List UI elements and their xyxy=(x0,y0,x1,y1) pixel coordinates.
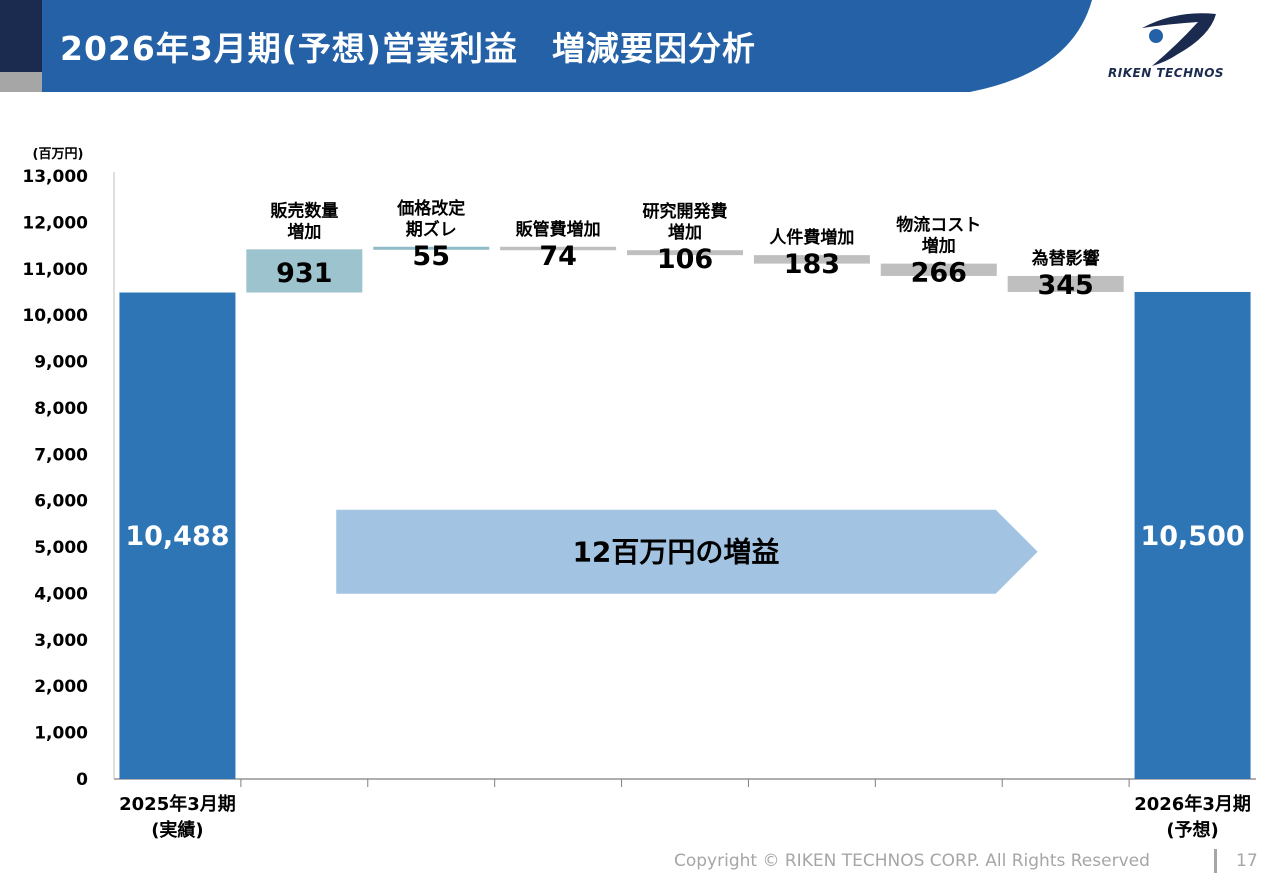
y-tick-label: 4,000 xyxy=(34,584,88,604)
y-tick-label: 8,000 xyxy=(34,399,88,419)
total-bar xyxy=(1134,291,1251,779)
data-label: 55 xyxy=(412,241,450,272)
y-tick-label: 5,000 xyxy=(34,538,88,558)
decrease-bar xyxy=(753,255,870,264)
riken-technos-logo-icon xyxy=(1142,13,1216,66)
y-tick-label: 1,000 xyxy=(34,724,88,744)
data-label: 10,488 xyxy=(125,521,229,552)
category-label: 物流コスト xyxy=(896,215,981,236)
decrease-bar xyxy=(500,246,617,251)
category-label: 人件費増加 xyxy=(769,227,854,248)
y-tick-label: 3,000 xyxy=(34,631,88,651)
increase-bar xyxy=(246,249,363,293)
x-category-label: 2026年3月期 xyxy=(1134,793,1251,815)
data-label: 106 xyxy=(657,244,713,275)
category-label: 期ズレ xyxy=(406,219,457,240)
copyright-text: Copyright © RIKEN TECHNOS CORP. All Righ… xyxy=(674,851,1150,871)
category-label: 販管費増加 xyxy=(516,219,601,240)
page-number: 17 xyxy=(1236,851,1258,871)
x-category-label: 2025年3月期 xyxy=(119,793,236,815)
y-tick-label: 9,000 xyxy=(34,353,88,373)
category-label: 増加 xyxy=(668,222,702,243)
y-tick-label: 0 xyxy=(76,770,88,790)
category-label: 増加 xyxy=(922,236,956,257)
increase-bar xyxy=(373,246,490,250)
y-tick-label: 12,000 xyxy=(22,213,88,233)
header-accent-gray xyxy=(0,72,42,92)
data-label: 74 xyxy=(539,241,577,272)
header-bar xyxy=(42,0,1092,92)
data-label: 266 xyxy=(911,258,967,289)
x-category-label: (予想) xyxy=(1166,819,1218,841)
x-category-label: (実績) xyxy=(151,819,203,841)
footer-separator xyxy=(1214,849,1217,873)
y-tick-label: 7,000 xyxy=(34,445,88,465)
y-unit-label: (百万円) xyxy=(33,147,84,162)
y-tick-label: 11,000 xyxy=(22,260,88,280)
y-tick-label: 2,000 xyxy=(34,677,88,697)
data-label: 10,500 xyxy=(1140,521,1244,552)
increase-arrow xyxy=(336,509,1038,594)
category-label: 増加 xyxy=(287,221,321,242)
data-label: 183 xyxy=(784,249,840,280)
logo-text: RIKEN TECHNOS xyxy=(1108,66,1225,80)
y-tick-label: 10,000 xyxy=(22,306,88,326)
data-label: 345 xyxy=(1037,270,1093,301)
category-label: 為替影響 xyxy=(1032,248,1100,269)
header-accent-box xyxy=(0,0,42,72)
y-tick-label: 13,000 xyxy=(22,167,88,187)
header-banner xyxy=(42,0,1092,92)
category-label: 研究開発費 xyxy=(643,201,728,222)
y-tick-label: 6,000 xyxy=(34,492,88,512)
page-title: 2026年3月期(予想)営業利益 増減要因分析 xyxy=(60,29,756,68)
category-label: 販売数量 xyxy=(270,200,338,221)
data-label: 931 xyxy=(276,258,332,289)
category-label: 価格改定 xyxy=(396,198,465,219)
total-bar xyxy=(119,292,236,779)
decrease-bar xyxy=(1007,275,1124,292)
decrease-bar xyxy=(880,263,997,276)
decrease-bar xyxy=(627,250,743,256)
increase-arrow-label: 12百万円の増益 xyxy=(572,536,779,569)
